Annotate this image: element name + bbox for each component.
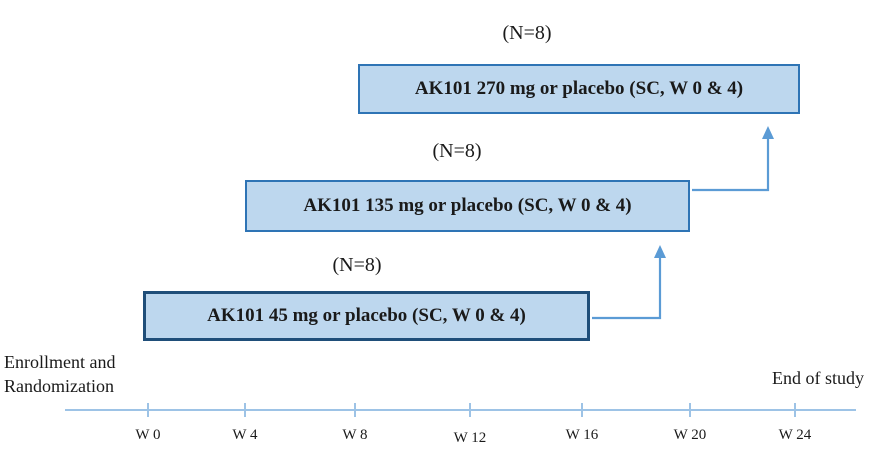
enrollment-label-line2: Randomization <box>4 376 114 397</box>
timeline-label-w4: W 4 <box>232 427 258 443</box>
timeline-label-w0: W 0 <box>135 427 161 443</box>
enrollment-label-line1: Enrollment and <box>4 352 116 372</box>
end-of-study-label: End of study <box>772 368 864 388</box>
timeline-label-w12: W 12 <box>453 430 487 446</box>
cohort-box-45mg-label: AK101 45 mg or placebo (SC, W 0 & 4) <box>207 305 526 326</box>
timeline-label-w8: W 8 <box>342 427 368 443</box>
step-arrow-45-to-135 <box>592 256 662 320</box>
cohort-box-270mg: AK101 270 mg or placebo (SC, W 0 & 4) <box>358 64 800 114</box>
cohort-box-270mg-label: AK101 270 mg or placebo (SC, W 0 & 4) <box>414 78 744 99</box>
cohort-box-135mg: AK101 135 mg or placebo (SC, W 0 & 4) <box>245 180 690 232</box>
enrollment-randomization-label: Enrollment and Randomization <box>4 350 115 399</box>
step-arrow-45-to-135-head-icon <box>654 245 666 258</box>
cohort-135-n-label: (N=8) <box>432 140 482 162</box>
timeline-label-w20: W 20 <box>673 427 707 443</box>
cohort-45-n-label: (N=8) <box>332 254 382 276</box>
cohort-box-135mg-label: AK101 135 mg or placebo (SC, W 0 & 4) <box>303 195 632 216</box>
timeline-label-w16: W 16 <box>565 427 599 443</box>
step-arrow-135-to-270 <box>692 137 770 192</box>
step-arrow-135-to-270-head-icon <box>762 126 774 139</box>
cohort-box-45mg: AK101 45 mg or placebo (SC, W 0 & 4) <box>143 291 590 341</box>
cohort-270-n-label: (N=8) <box>502 22 552 44</box>
timeline-label-w24: W 24 <box>778 427 812 443</box>
